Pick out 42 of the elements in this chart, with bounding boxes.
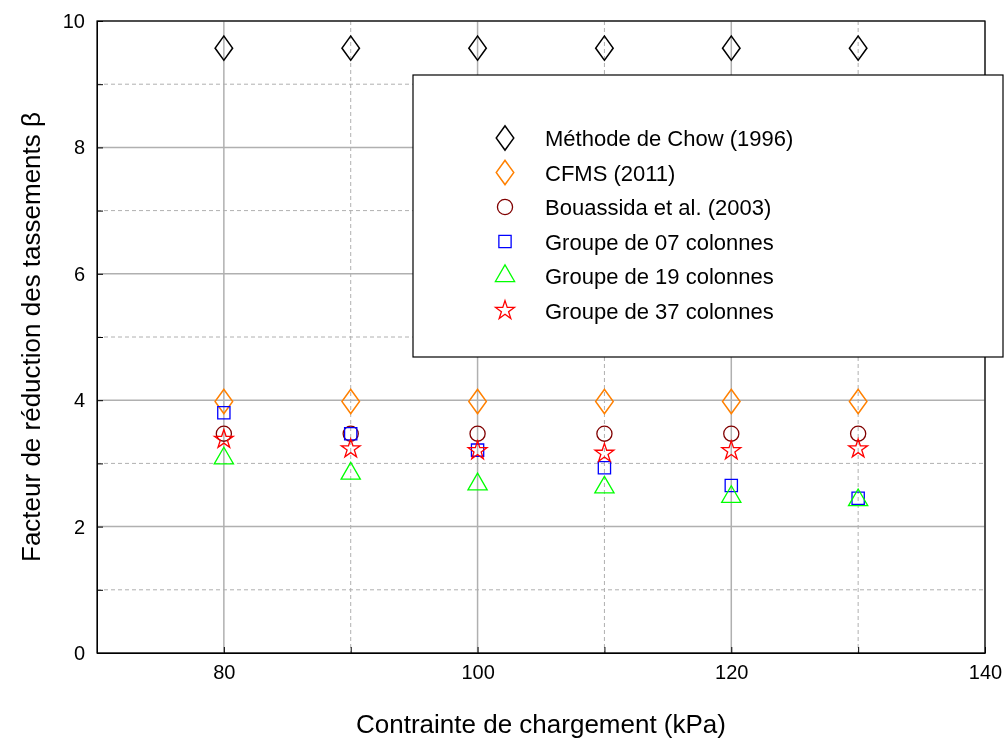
y-tick-label: 4 [73, 389, 85, 412]
point [597, 461, 612, 475]
x-tick-label: 100 [461, 661, 495, 684]
point [214, 35, 234, 62]
point [214, 388, 234, 415]
y-axis-title: Facteur de réduction des tassements β [16, 112, 46, 562]
point [596, 425, 613, 442]
x-axis-title: Contrainte de chargement (kPa) [356, 709, 726, 739]
point [724, 478, 739, 493]
point [341, 35, 361, 62]
legend-label: Groupe de 07 colonnes [545, 229, 774, 255]
point [848, 438, 869, 458]
point [594, 35, 614, 62]
point [721, 35, 741, 62]
point [849, 425, 867, 442]
point [469, 425, 486, 442]
point [721, 388, 741, 415]
point [213, 428, 234, 449]
x-tick-label: 140 [968, 661, 1003, 684]
point [340, 438, 361, 458]
y-tick-label: 10 [62, 9, 85, 32]
y-tick-label: 2 [73, 515, 85, 538]
x-tick-label: 80 [213, 661, 236, 684]
point [848, 388, 868, 415]
legend-label: CFMS (2011) [545, 160, 676, 186]
point [848, 35, 868, 62]
point [721, 440, 742, 460]
x-tick-label: 120 [715, 661, 749, 684]
point [468, 388, 488, 415]
y-tick-label: 6 [73, 262, 85, 285]
legend-label: Bouassida et al. (2003) [545, 195, 772, 220]
y-tick-label: 0 [73, 641, 85, 664]
point [217, 406, 231, 420]
point [723, 425, 740, 442]
y-tick-label: 8 [73, 136, 85, 159]
point [468, 35, 488, 62]
legend-label: Groupe de 37 colonnes [545, 298, 774, 324]
point [594, 388, 614, 415]
legend-label: Méthode de Chow (1996) [545, 126, 794, 151]
point [594, 442, 615, 462]
point [341, 388, 361, 415]
legend-label: Groupe de 19 colonnes [545, 264, 774, 289]
